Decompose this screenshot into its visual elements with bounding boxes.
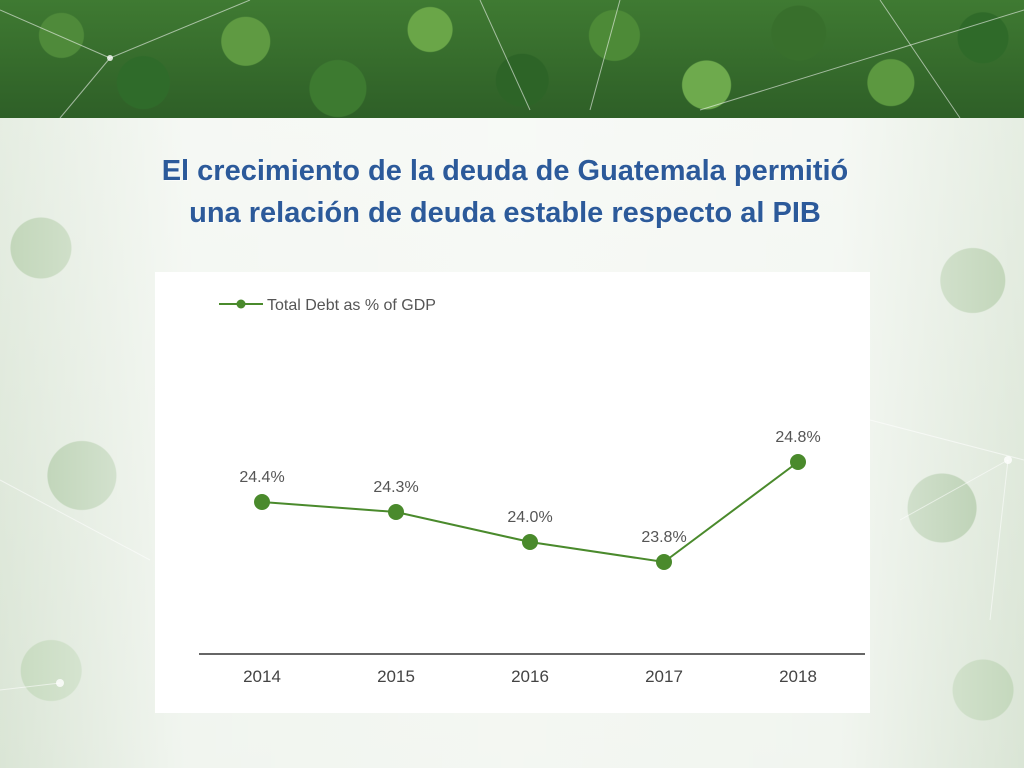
slide-title: El crecimiento de la deuda de Guatemala … bbox=[70, 150, 940, 234]
slide-title-line-1: El crecimiento de la deuda de Guatemala … bbox=[161, 155, 849, 187]
data-point bbox=[388, 504, 404, 520]
x-tick-label: 2017 bbox=[645, 667, 683, 686]
data-point bbox=[254, 494, 270, 510]
x-tick-label: 2016 bbox=[511, 667, 549, 686]
legend-label: Total Debt as % of GDP bbox=[267, 297, 436, 314]
x-tick-label: 2014 bbox=[243, 667, 281, 686]
data-label: 24.4% bbox=[239, 469, 284, 486]
slide-title-line-2: una relación de deuda estable respecto a… bbox=[189, 197, 821, 229]
data-point bbox=[522, 534, 538, 550]
data-point bbox=[790, 454, 806, 470]
legend-marker bbox=[236, 299, 246, 309]
data-label: 24.3% bbox=[373, 479, 418, 496]
chart-legend: Total Debt as % of GDP bbox=[219, 297, 436, 314]
x-tick-label: 2018 bbox=[779, 667, 817, 686]
data-label: 23.8% bbox=[641, 529, 686, 546]
x-tick-labels: 2014 2015 2016 2017 2018 bbox=[243, 667, 817, 686]
forest-banner-image bbox=[0, 0, 1024, 118]
x-tick-label: 2015 bbox=[377, 667, 415, 686]
line-chart: Total Debt as % of GDP 24.4% 24.3% 24.0% 23… bbox=[199, 297, 865, 686]
data-label: 24.0% bbox=[507, 509, 552, 526]
series-layer: 24.4% 24.3% 24.0% 23.8% 24.8% bbox=[239, 429, 821, 570]
data-point bbox=[656, 554, 672, 570]
data-label: 24.8% bbox=[775, 429, 820, 446]
chart-panel: Total Debt as % of GDP 24.4% 24.3% 24.0% 23… bbox=[155, 272, 870, 713]
